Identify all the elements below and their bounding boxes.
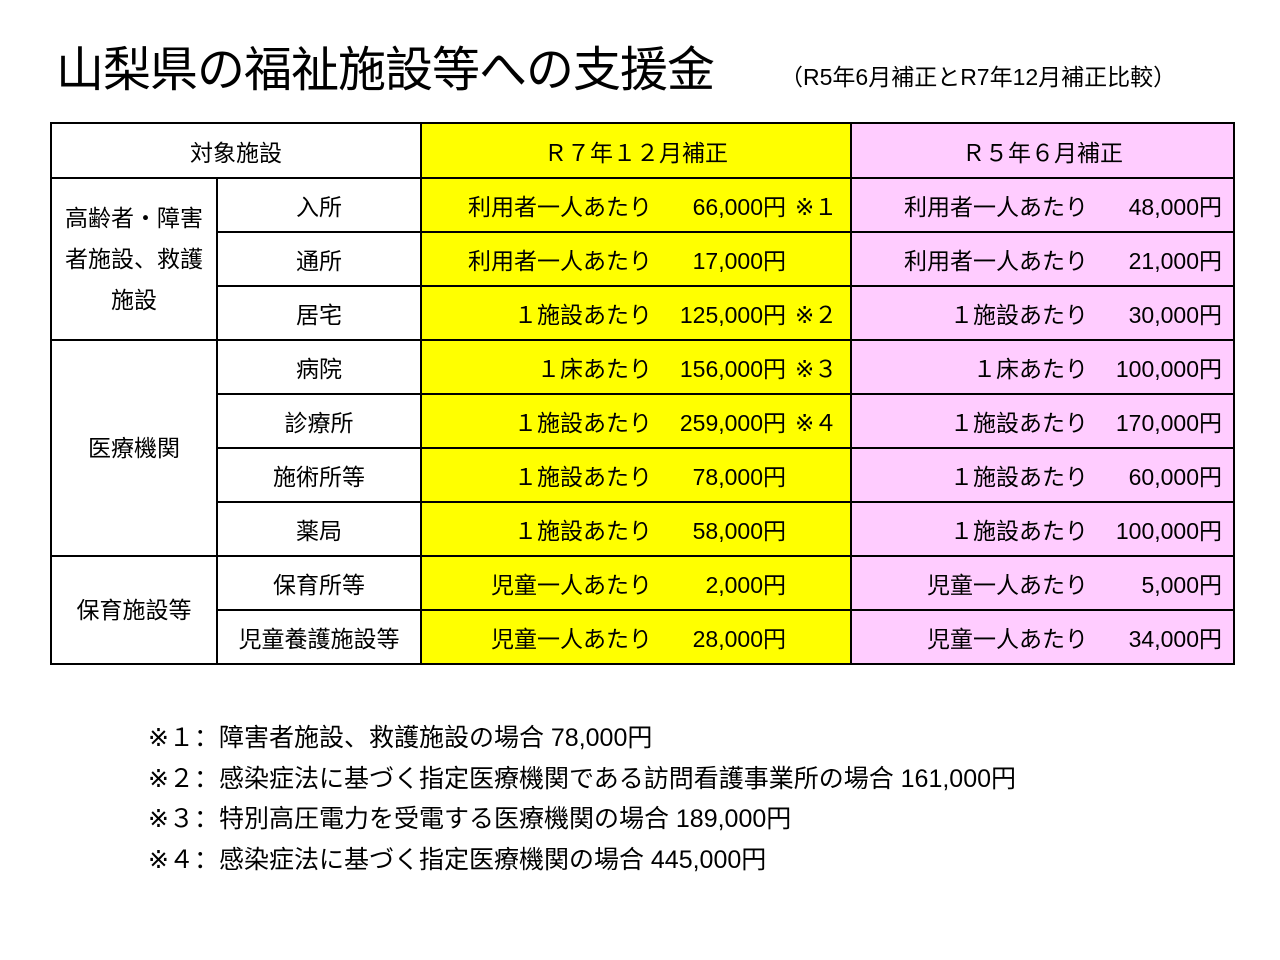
r7-amount: 66,000円 — [692, 194, 786, 220]
r7-value-cell: １施設あたり 58,000円 — [420, 501, 852, 557]
r5-per-unit: １施設あたり — [950, 410, 1088, 436]
r7-amount: 78,000円 — [692, 464, 786, 490]
table-row: 診療所 １施設あたり 259,000円 ※４ １施設あたり 170,000円 — [51, 393, 1235, 449]
group-label: 高齢者・障害者施設、救護施設 — [65, 204, 203, 313]
r7-value-cell: １床あたり 156,000円 ※３ — [420, 339, 852, 395]
r5-value-cell: １施設あたり 100,000円 — [850, 501, 1235, 557]
r5-amount: 5,000円 — [1141, 572, 1222, 598]
group-label-cell: 保育施設等 — [50, 555, 218, 665]
r7-per-unit: １施設あたり — [514, 464, 652, 490]
r5-value-cell: １床あたり 100,000円 — [850, 339, 1235, 395]
page-title: 山梨県の福祉施設等への支援金 — [56, 44, 715, 97]
r7-value-cell: 児童一人あたり 2,000円 — [420, 555, 852, 611]
footnote-2: ※２：感染症法に基づく指定医療機関である訪問看護事業所の場合 161,000円 — [148, 764, 1017, 793]
r7-value-cell: 利用者一人あたり 17,000円 — [420, 231, 852, 287]
table-row: 医療機関 病院 １床あたり 156,000円 ※３ １床あたり 100,000円 — [50, 339, 1235, 557]
group-label: 保育施設等 — [76, 596, 192, 623]
group-label: 医療機関 — [88, 434, 180, 461]
r7-value-cell: １施設あたり 125,000円 ※２ — [420, 285, 852, 341]
support-table: 対象施設 Ｒ７年１２月補正 Ｒ５年６月補正 高齢者・障害者施設、救護施設 入所 利用… — [50, 122, 1235, 665]
r5-per-unit: 児童一人あたり — [927, 626, 1088, 652]
table-row: 居宅 １施設あたり 125,000円 ※２ １施設あたり 30,000円 — [51, 285, 1235, 341]
facility-name: 病院 — [216, 339, 422, 395]
r5-value-cell: 児童一人あたり 34,000円 — [850, 609, 1235, 665]
r7-value-cell: １施設あたり 259,000円 ※４ — [420, 393, 852, 449]
facility-name: 保育所等 — [216, 555, 422, 611]
r7-value-cell: 児童一人あたり 28,000円 — [420, 609, 852, 665]
r7-per-unit: 利用者一人あたり — [468, 248, 652, 274]
r7-per-unit: １施設あたり — [514, 410, 652, 436]
r7-value-cell: 利用者一人あたり 66,000円 ※１ — [420, 177, 852, 233]
r7-value-cell: １施設あたり 78,000円 — [420, 447, 852, 503]
footnote-4: ※４：感染症法に基づく指定医療機関の場合 445,000円 — [148, 845, 767, 874]
r5-amount: 100,000円 — [1115, 356, 1222, 382]
r7-note-mark: ※２ — [795, 302, 838, 328]
header-row: 対象施設 Ｒ７年１２月補正 Ｒ５年６月補正 — [50, 122, 1235, 179]
r5-amount: 34,000円 — [1128, 626, 1222, 652]
header-r5: Ｒ５年６月補正 — [850, 122, 1235, 179]
r7-per-unit: 児童一人あたり — [491, 572, 652, 598]
facility-name: 施術所等 — [216, 447, 422, 503]
table-row: 保育施設等 保育所等 児童一人あたり 2,000円 児童一人あたり 5,000円 — [50, 555, 1235, 665]
r7-per-unit: 利用者一人あたり — [468, 194, 652, 220]
r5-value-cell: １施設あたり 170,000円 — [850, 393, 1235, 449]
r5-amount: 30,000円 — [1128, 302, 1222, 328]
footnotes: ※１：障害者施設、救護施設の場合 78,000円 ※２：感染症法に基づく指定医療… — [148, 718, 1016, 880]
r5-amount: 60,000円 — [1128, 464, 1222, 490]
facility-name: 居宅 — [216, 285, 422, 341]
table-row: 通所 利用者一人あたり 17,000円 利用者一人あたり 21,000円 — [51, 231, 1235, 287]
header-r7: Ｒ７年１２月補正 — [420, 122, 852, 179]
r7-amount: 259,000円 — [679, 410, 786, 436]
r7-amount: 125,000円 — [679, 302, 786, 328]
r5-per-unit: １施設あたり — [950, 518, 1088, 544]
table-row: 薬局 １施設あたり 58,000円 １施設あたり 100,000円 — [51, 501, 1235, 557]
r5-value-cell: １施設あたり 30,000円 — [850, 285, 1235, 341]
r5-amount: 170,000円 — [1115, 410, 1222, 436]
facility-name: 薬局 — [216, 501, 422, 557]
r5-per-unit: 児童一人あたり — [927, 572, 1088, 598]
r5-per-unit: １施設あたり — [950, 464, 1088, 490]
r5-per-unit: １床あたり — [973, 356, 1088, 382]
r7-amount: 28,000円 — [692, 626, 786, 652]
group-label-cell: 高齢者・障害者施設、救護施設 — [50, 177, 218, 341]
r5-value-cell: 利用者一人あたり 48,000円 — [850, 177, 1235, 233]
facility-name: 通所 — [216, 231, 422, 287]
table-row: 施術所等 １施設あたり 78,000円 １施設あたり 60,000円 — [51, 447, 1235, 503]
r5-amount: 100,000円 — [1115, 518, 1222, 544]
r7-per-unit: １床あたり — [537, 356, 652, 382]
r7-per-unit: １施設あたり — [514, 302, 652, 328]
facility-name: 児童養護施設等 — [216, 609, 422, 665]
header-target: 対象施設 — [50, 122, 422, 179]
r5-per-unit: 利用者一人あたり — [904, 248, 1088, 274]
r7-amount: 17,000円 — [692, 248, 786, 274]
r7-amount: 156,000円 — [679, 356, 786, 382]
r5-per-unit: 利用者一人あたり — [904, 194, 1088, 220]
r7-note-mark: ※４ — [795, 410, 838, 436]
r5-value-cell: 利用者一人あたり 21,000円 — [850, 231, 1235, 287]
r7-per-unit: １施設あたり — [514, 518, 652, 544]
r7-per-unit: 児童一人あたり — [491, 626, 652, 652]
r5-per-unit: １施設あたり — [950, 302, 1088, 328]
r5-value-cell: 児童一人あたり 5,000円 — [850, 555, 1235, 611]
r5-value-cell: １施設あたり 60,000円 — [850, 447, 1235, 503]
table-row: 高齢者・障害者施設、救護施設 入所 利用者一人あたり 66,000円 ※１ 利用者一人あた… — [50, 177, 1235, 341]
r7-note-mark: ※１ — [795, 194, 838, 220]
table-row: 児童養護施設等 児童一人あたり 28,000円 児童一人あたり 34,000円 — [51, 609, 1235, 665]
r5-amount: 21,000円 — [1128, 248, 1222, 274]
footnote-1: ※１：障害者施設、救護施設の場合 78,000円 — [148, 724, 653, 752]
r5-amount: 48,000円 — [1128, 194, 1222, 220]
footnote-3: ※３：特別高圧電力を受電する医療機関の場合 189,000円 — [148, 805, 792, 833]
facility-name: 診療所 — [216, 393, 422, 449]
r7-amount: 58,000円 — [692, 518, 786, 544]
page-subtitle: （R5年6月補正とR7年12月補正比較） — [780, 64, 1177, 90]
r7-amount: 2,000円 — [705, 572, 786, 598]
facility-name: 入所 — [216, 177, 422, 233]
r7-note-mark: ※３ — [795, 356, 838, 382]
group-label-cell: 医療機関 — [50, 339, 218, 557]
